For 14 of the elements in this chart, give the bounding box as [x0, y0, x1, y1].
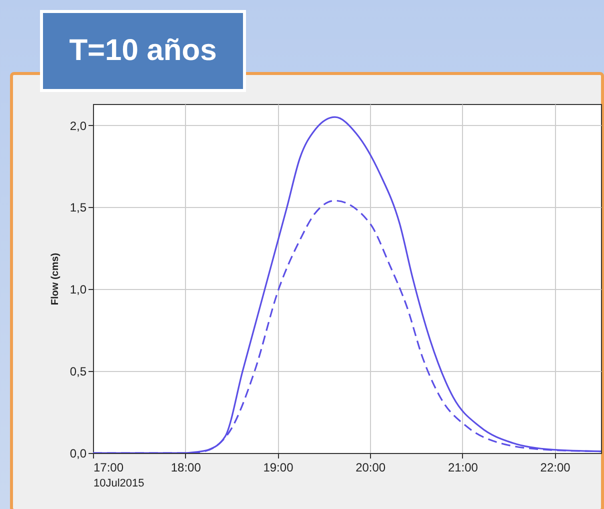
x-tick-label: 19:00	[263, 460, 294, 474]
y-axis-title: Flow (cms)	[50, 252, 61, 306]
y-tick-label: 0,5	[70, 364, 87, 379]
y-tick-label: 2,0	[70, 118, 87, 133]
x-tick-label: 22:00	[540, 460, 571, 474]
y-tick-label: 1,5	[70, 200, 87, 215]
x-tick-label: 20:00	[356, 460, 386, 474]
chart-title: T=10 años	[40, 10, 246, 92]
y-tick-label: 1,0	[70, 282, 87, 297]
x-tick-label: 17:00	[94, 460, 124, 474]
x-tick-label: 21:00	[448, 460, 478, 474]
x-tick-label: 18:00	[170, 460, 202, 474]
y-tick-label: 0,0	[70, 446, 87, 460]
x-axis-title: 10Jul2015	[94, 478, 144, 490]
